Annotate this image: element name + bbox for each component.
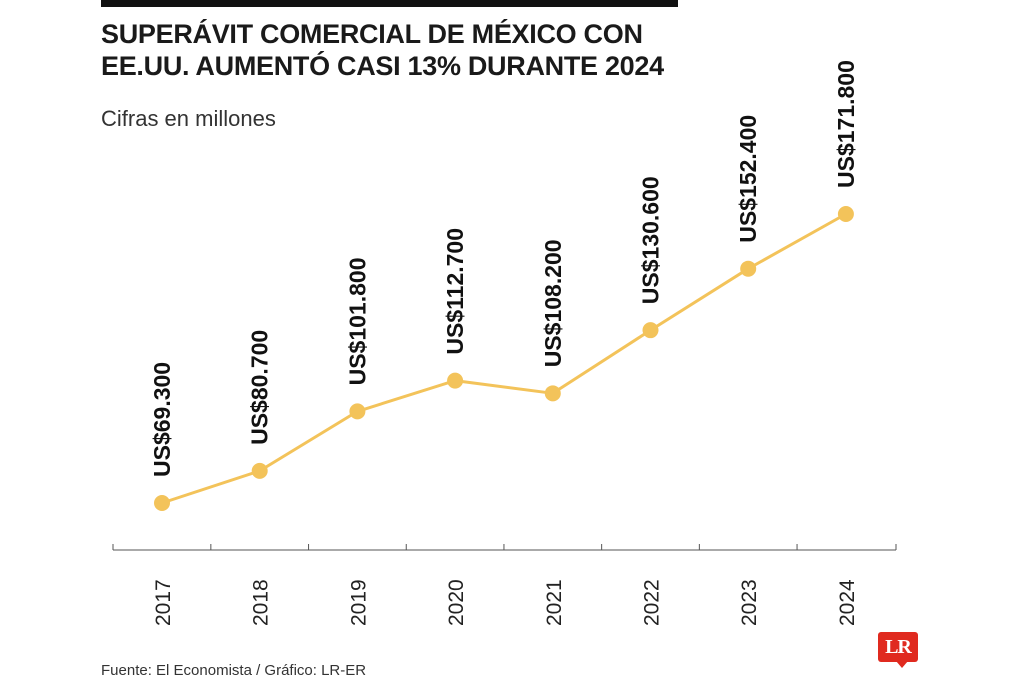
data-label: US$80.700 bbox=[247, 330, 273, 445]
series-line bbox=[161, 212, 847, 505]
lr-logo-tail bbox=[896, 661, 908, 668]
data-label: US$101.800 bbox=[344, 258, 370, 386]
data-point bbox=[154, 495, 170, 511]
x-tick-label: 2017 bbox=[152, 579, 175, 626]
data-point bbox=[251, 462, 268, 479]
data-point bbox=[544, 385, 561, 402]
x-tick-label: 2021 bbox=[543, 579, 566, 626]
data-label: US$130.600 bbox=[638, 176, 664, 304]
lr-logo: LR bbox=[878, 632, 920, 668]
lr-logo-text: LR bbox=[878, 632, 918, 662]
x-tick-label: 2018 bbox=[250, 579, 273, 626]
data-label: US$152.400 bbox=[735, 115, 761, 243]
chart-subtitle: Cifras en millones bbox=[101, 106, 276, 131]
data-label: US$108.200 bbox=[540, 239, 566, 367]
data-point bbox=[740, 260, 757, 277]
data-point bbox=[642, 322, 659, 339]
top-bar bbox=[101, 0, 678, 7]
x-tick-label: 2024 bbox=[836, 579, 859, 626]
source-note: Fuente: El Economista / Gráfico: LR-ER bbox=[101, 662, 367, 679]
chart-title: SUPERÁVIT COMERCIAL DE MÉXICO CON EE.UU.… bbox=[101, 18, 741, 82]
data-label: US$112.700 bbox=[442, 228, 468, 355]
data-point bbox=[447, 372, 464, 389]
data-label: US$69.300 bbox=[149, 362, 175, 477]
data-label: US$171.800 bbox=[833, 60, 859, 188]
chart-title-line-2: EE.UU. AUMENTÓ CASI 13% DURANTE 2024 bbox=[101, 51, 664, 81]
x-tick-label: 2023 bbox=[738, 579, 761, 626]
chart-title-line-1: SUPERÁVIT COMERCIAL DE MÉXICO CON bbox=[101, 19, 643, 49]
x-tick-label: 2022 bbox=[641, 579, 664, 626]
data-point bbox=[837, 206, 854, 222]
data-point bbox=[349, 403, 366, 420]
x-tick-label: 2020 bbox=[445, 579, 468, 626]
x-tick-label: 2019 bbox=[347, 579, 370, 626]
